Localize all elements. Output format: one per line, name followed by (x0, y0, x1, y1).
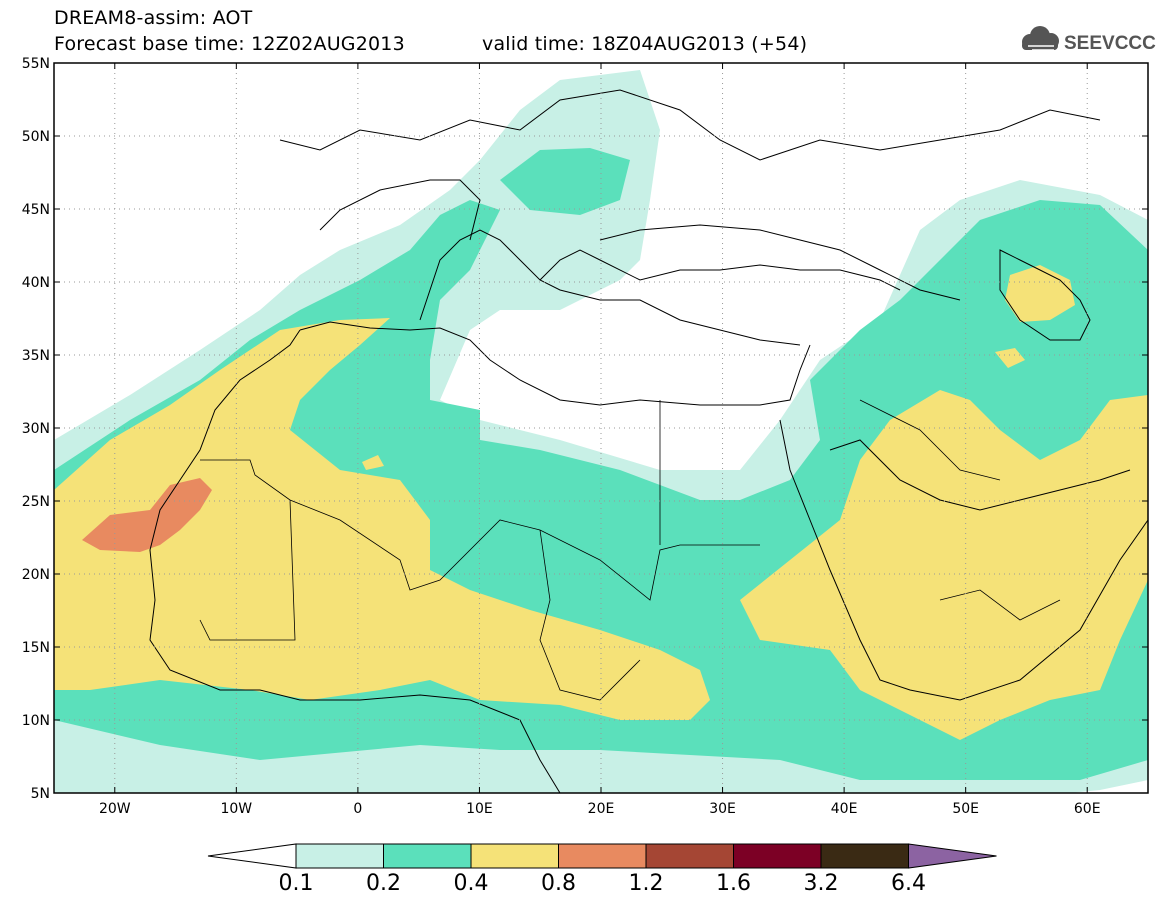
lat-label: 5N (31, 786, 50, 802)
colorbar-label: 0.1 (279, 871, 314, 896)
colorbar-box (470, 843, 559, 869)
title-line-1: DREAM8-assim: AOT (54, 7, 253, 29)
lat-label: 40N (22, 275, 50, 291)
lon-label: 10E (466, 801, 493, 817)
lon-label: 40E (831, 801, 858, 817)
aot-contour-0.2-north (500, 148, 630, 215)
lon-label: 50E (952, 801, 979, 817)
lon-label: 10W (220, 801, 252, 817)
lat-label: 15N (22, 640, 50, 656)
valid-time: valid time: 18Z04AUG2013 (+54) (482, 33, 808, 55)
colorbar-label: 1.6 (716, 871, 751, 896)
colorbar-overflow (908, 843, 997, 869)
colorbar-box (558, 843, 647, 869)
aot-contour-0.4-west (54, 318, 710, 720)
aot-contour-0.4-blob (995, 348, 1025, 368)
seevccc-logo: SEEVCCC (1022, 26, 1156, 54)
lat-label: 35N (22, 348, 50, 364)
forecast-base-time: Forecast base time: 12Z02AUG2013 (54, 33, 405, 55)
lon-label: 20W (99, 801, 131, 817)
graticule (54, 63, 1148, 793)
colorbar-label: 6.4 (891, 871, 926, 896)
latitude-labels: 5N 10N 15N 20N 25N 30N 35N 40N 45N 50N 55N (22, 56, 50, 802)
lat-label: 25N (22, 494, 50, 510)
lon-label: 20E (588, 801, 615, 817)
lat-label: 20N (22, 567, 50, 583)
borders (199, 399, 1061, 701)
aot-contour-0.4-east (740, 390, 1148, 740)
lon-label: 0 (353, 801, 362, 817)
logo-text: SEEVCCC (1064, 33, 1156, 54)
colorbar-box (733, 843, 822, 869)
lat-label: 10N (22, 713, 50, 729)
colorbar-box (295, 843, 384, 869)
aot-contour-0.4-small (362, 455, 384, 470)
colorbar-label: 0.8 (541, 871, 576, 896)
lon-label: 60E (1074, 801, 1101, 817)
coastlines (149, 89, 1148, 793)
colorbar-labels: 0.1 0.2 0.4 0.8 1.2 1.6 3.2 6.4 (279, 871, 927, 896)
lat-label: 50N (22, 129, 50, 145)
lat-label: 45N (22, 202, 50, 218)
colorbar-box (820, 843, 909, 869)
axis-ticks (54, 62, 1148, 794)
colorbar-label: 0.2 (366, 871, 401, 896)
colorbar-box (383, 843, 472, 869)
longitude-labels: 20W 10W 0 10E 20E 30E 40E 50E 60E (99, 801, 1101, 817)
colorbar-label: 0.4 (454, 871, 489, 896)
colorbar-label: 1.2 (629, 871, 664, 896)
colorbar-box (645, 843, 734, 869)
colorbar-label: 3.2 (804, 871, 839, 896)
lat-label: 55N (22, 56, 50, 72)
colorbar-underflow (207, 843, 297, 869)
colorbar-boxes (207, 843, 997, 869)
lon-label: 30E (709, 801, 736, 817)
lat-label: 30N (22, 421, 50, 437)
